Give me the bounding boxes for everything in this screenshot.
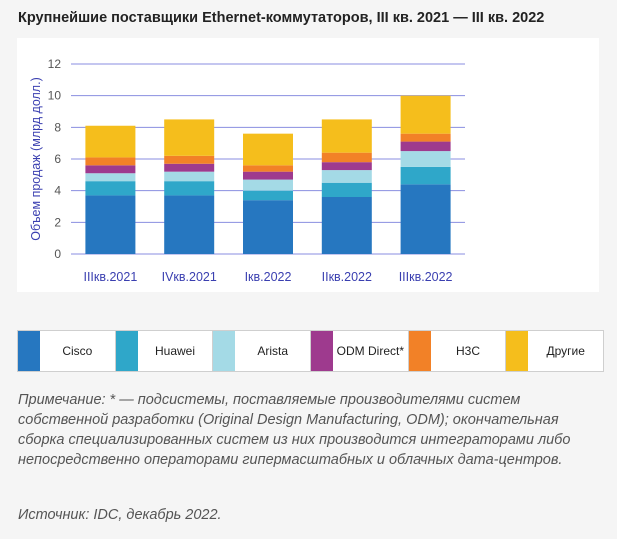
bar-segment-другие	[400, 95, 451, 134]
bar-segment-odm-direct	[321, 162, 372, 171]
bar-segment-h3c	[400, 133, 451, 142]
bar-segment-cisco	[164, 195, 215, 254]
y-tick-label: 4	[54, 184, 61, 198]
legend-label: H3C	[456, 344, 481, 358]
bar-segment-h3c	[85, 157, 136, 166]
legend-item: Huawei	[115, 330, 214, 372]
chart-area: 0 2 4 6 8 10 12 Объем продаж (млрд долл.) IIIкв.…	[17, 38, 599, 292]
bar-segment-h3c	[321, 152, 372, 163]
bar-segment-odm-direct	[164, 163, 215, 172]
bar-segment-huawei	[400, 166, 451, 185]
legend-item: Другие	[506, 330, 605, 372]
bar-segment-h3c	[243, 165, 293, 172]
legend-label: Cisco	[62, 344, 93, 358]
legend-swatch	[311, 331, 334, 371]
bar-segment-odm-direct	[85, 165, 136, 174]
y-tick-label: 12	[48, 57, 62, 71]
legend-item: Arista	[213, 330, 312, 372]
bar-segment-h3c	[164, 155, 215, 164]
bar-segment-другие	[164, 119, 215, 156]
x-tick-label: IIкв.2022	[322, 270, 372, 284]
bar-segment-другие	[321, 119, 372, 153]
bar-segment-другие	[85, 125, 136, 158]
bar-segment-arista	[243, 179, 293, 191]
chart-legend: Cisco Huawei Arista ODM Direct* H3C Другие	[17, 330, 605, 372]
x-tick-label: IIIкв.2021	[83, 270, 137, 284]
bar-segment-odm-direct	[243, 171, 293, 180]
y-axis-label: Объем продаж (млрд долл.)	[29, 77, 43, 240]
bar-segment-arista	[400, 151, 451, 167]
x-tick-label: IIIкв.2022	[399, 270, 453, 284]
legend-item: Cisco	[17, 330, 116, 372]
stacked-bar-chart: 0 2 4 6 8 10 12 Объем продаж (млрд долл.) IIIкв.…	[29, 57, 465, 284]
legend-item: H3C	[408, 330, 507, 372]
x-tick-label: IVкв.2021	[162, 270, 217, 284]
legend-swatch	[213, 331, 236, 371]
bar-segment-huawei	[164, 181, 215, 196]
legend-swatch	[408, 331, 431, 371]
legend-item: ODM Direct*	[311, 330, 409, 372]
footnote: Примечание: * — подсистемы, поставляемые…	[18, 392, 571, 468]
bar-segment-huawei	[243, 190, 293, 201]
bar-segment-odm-direct	[400, 141, 451, 152]
bar-segment-cisco	[400, 184, 451, 254]
legend-label: Другие	[546, 344, 585, 358]
chart-title: Крупнейшие поставщики Ethernet-коммутато…	[18, 10, 545, 26]
bar-segment-arista	[321, 170, 372, 183]
y-tick-label: 8	[54, 120, 61, 134]
bar-segment-cisco	[321, 197, 372, 254]
y-tick-label: 0	[54, 247, 61, 261]
bar-segment-arista	[164, 171, 215, 182]
source-note: Источник: IDC, декабрь 2022.	[18, 507, 222, 523]
y-tick-label: 10	[48, 89, 62, 103]
x-tick-label: Iкв.2022	[245, 270, 292, 284]
bar-segment-huawei	[85, 181, 136, 196]
bar-segment-cisco	[243, 200, 293, 254]
bar-segment-huawei	[321, 182, 372, 197]
legend-swatch	[18, 331, 40, 371]
bar-segment-cisco	[85, 195, 136, 254]
legend-label: Arista	[257, 344, 289, 358]
legend-label: Huawei	[154, 344, 196, 358]
y-tick-label: 2	[54, 215, 61, 229]
bar-segment-другие	[243, 133, 293, 166]
legend-swatch	[115, 331, 138, 371]
legend-label: ODM Direct*	[336, 344, 405, 358]
bar-segment-arista	[85, 173, 136, 182]
y-tick-label: 6	[54, 152, 61, 166]
legend-swatch	[506, 331, 529, 371]
